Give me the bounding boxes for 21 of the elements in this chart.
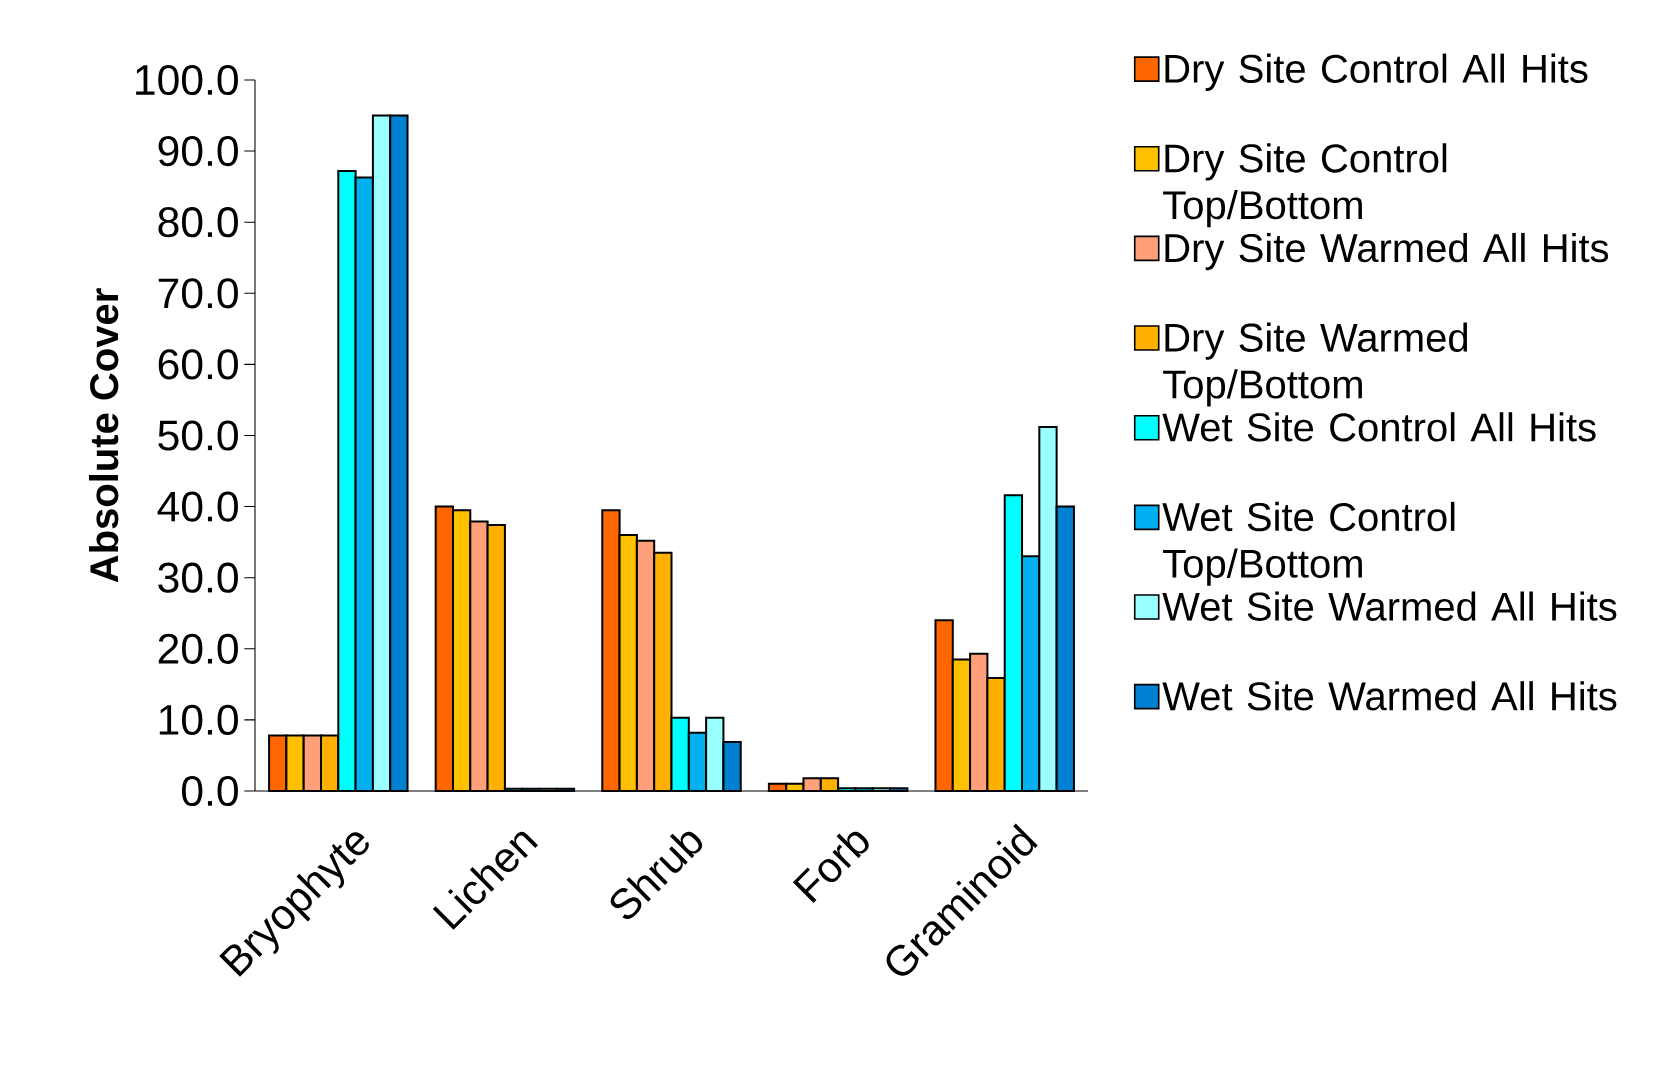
y-axis-title: Absolute Cover (88, 288, 119, 583)
y-tick-label: 90.0 (158, 135, 238, 167)
legend-label: Wet Site Control All Hits (1162, 412, 1596, 442)
y-tick-label: 100.0 (136, 64, 238, 96)
legend-label: Dry Site Control All Hits (1165, 53, 1588, 91)
legend-label: Wet Site Warmed All Hits (1162, 681, 1617, 711)
legend-label: Wet Site Control Top/Bottom (1162, 501, 1455, 586)
y-tick-label: 70.0 (158, 278, 238, 309)
y-tick-label: 40.0 (157, 491, 238, 522)
legend-label: Wet Site Warmed All Hits (1162, 591, 1617, 621)
y-tick-label: 0.0 (181, 775, 238, 807)
y-tick-label: 60.0 (158, 349, 238, 380)
y-tick-label: 80.0 (158, 207, 238, 238)
x-tick-label: Forb (792, 831, 869, 903)
legend-label: Dry Site Warmed All Hits (1165, 232, 1609, 271)
y-tick-label: 50.0 (158, 420, 238, 451)
legend-label: Dry Site Control Top/Bottom (1163, 143, 1447, 228)
y-tick-label: 10.0 (159, 704, 238, 735)
y-tick-label: 20.0 (158, 633, 238, 664)
y-tick-label: 30.0 (158, 562, 238, 593)
legend-label: Dry Site Warmed Top/Bottom (1163, 322, 1468, 407)
